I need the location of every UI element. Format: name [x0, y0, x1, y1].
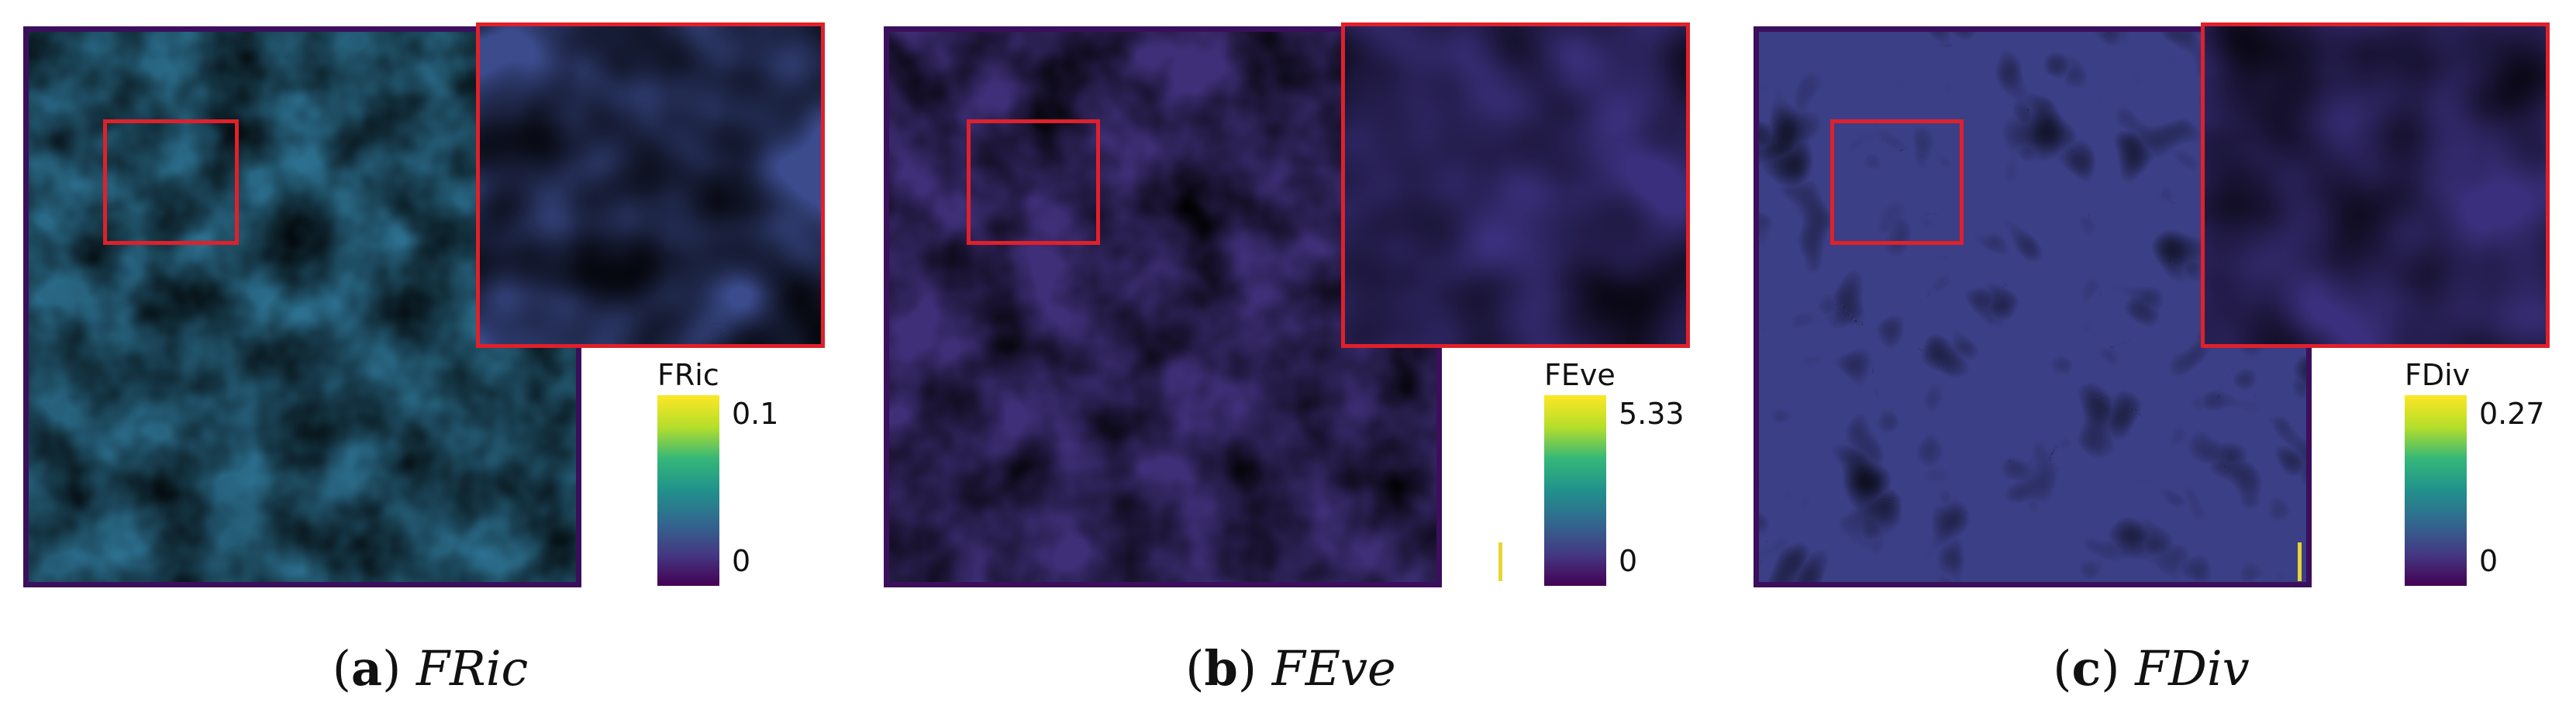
colorbar-title: FEve — [1544, 358, 1616, 392]
inset-heatmap-feve — [1345, 26, 1686, 344]
colorbar-gradient — [2405, 395, 2467, 586]
panel-a: FRic 0.1 0 (a) FRic — [0, 0, 860, 723]
panel-b: FEve 5.33 0 (b) FEve — [860, 0, 1721, 723]
caption-name: FEve — [1271, 640, 1396, 697]
caption-label: b — [1204, 640, 1238, 697]
colorbar-max-label: 0.1 — [732, 397, 779, 431]
caption-name: FDiv — [2135, 640, 2250, 697]
caption-name: FRic — [416, 640, 529, 697]
caption-label: a — [350, 640, 383, 697]
edge-marker — [2298, 542, 2302, 581]
inset-heatmap-fric — [480, 26, 821, 344]
colorbar-title: FRic — [657, 358, 719, 392]
colorbar-min-label: 0 — [1619, 544, 1638, 578]
caption-a: (a) FRic — [332, 640, 529, 697]
colorbar-title: FDiv — [2405, 358, 2471, 392]
colorbar-max-label: 5.33 — [1619, 397, 1685, 431]
inset-zoom-fric — [476, 22, 825, 348]
roi-box-fric — [103, 119, 239, 245]
inset-heatmap-fdiv — [2205, 26, 2546, 344]
inset-zoom-feve — [1341, 22, 1690, 348]
colorbar-min-label: 0 — [732, 544, 751, 578]
roi-box-feve — [967, 119, 1100, 245]
roi-box-fdiv — [1830, 119, 1964, 245]
edge-marker — [1498, 542, 1502, 581]
colorbar-gradient — [657, 395, 719, 586]
inset-zoom-fdiv — [2201, 22, 2550, 348]
colorbar-min-label: 0 — [2479, 544, 2498, 578]
caption-b: (b) FEve — [1185, 640, 1396, 697]
colorbar-gradient — [1544, 395, 1606, 586]
colorbar-max-label: 0.27 — [2479, 397, 2545, 431]
caption-c: (c) FDiv — [2053, 640, 2250, 697]
caption-label: c — [2071, 640, 2102, 697]
panel-c: FDiv 0.27 0 (c) FDiv — [1721, 0, 2576, 723]
